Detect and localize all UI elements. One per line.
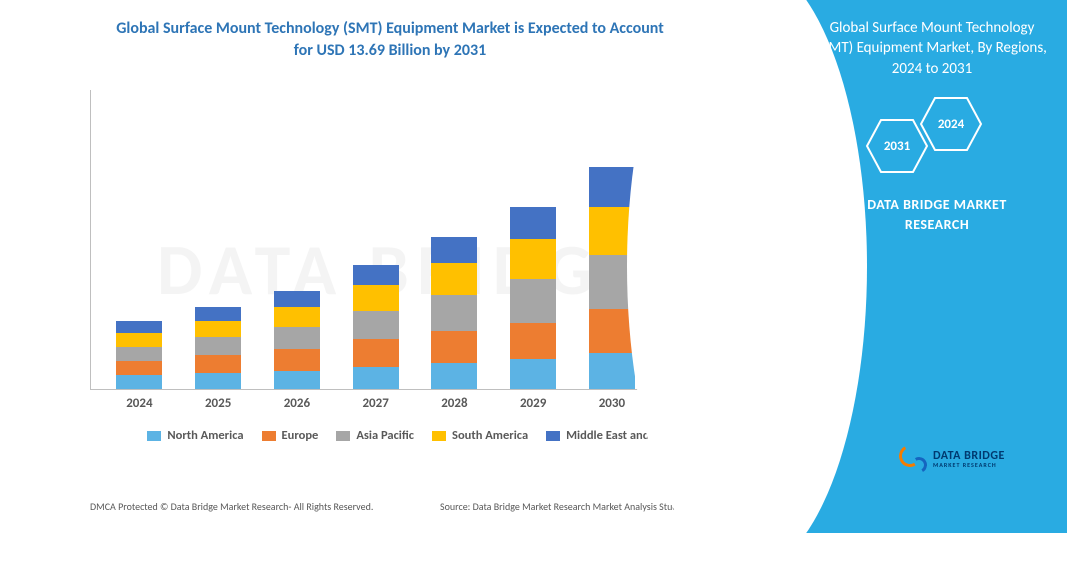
bar-segment (510, 239, 556, 279)
bar-column (274, 291, 320, 389)
bar-segment (116, 321, 162, 333)
x-tick-label: 2030 (589, 396, 635, 411)
x-tick-label: 2029 (510, 396, 556, 411)
legend-swatch-icon (262, 431, 276, 441)
footnote-source: Source: Data Bridge Market Research Mark… (440, 500, 705, 513)
bar-segment (353, 339, 399, 367)
bar-segment (274, 371, 320, 389)
bar-segment (195, 355, 241, 373)
bar-segment (195, 307, 241, 321)
bar-segment (431, 237, 477, 263)
bar-column (195, 307, 241, 389)
hexagon-2024-label: 2024 (919, 96, 983, 152)
chart-legend: North America Europe Asia Pacific South Ame… (90, 428, 740, 443)
x-tick-label: 2027 (353, 396, 399, 411)
legend-swatch-icon (336, 431, 350, 441)
brand-label: DATA BRIDGE MARKET RESEARCH (837, 195, 1037, 234)
bar-segment (510, 323, 556, 359)
bar-segment (116, 361, 162, 375)
legend-item: North America (147, 428, 243, 443)
bar-segment (589, 167, 635, 207)
bar-segment (274, 349, 320, 371)
legend-item: South America (432, 428, 528, 443)
footnote-dmca: DMCA Protected © Data Bridge Market Rese… (90, 500, 373, 513)
legend-swatch-icon (147, 431, 161, 441)
bar-segment (353, 367, 399, 389)
bar-segment (353, 265, 399, 285)
bar-segment (510, 279, 556, 323)
bar-segment (353, 285, 399, 311)
x-tick-label: 2028 (431, 396, 477, 411)
legend-label: North America (167, 428, 243, 443)
legend-swatch-icon (432, 431, 446, 441)
bar-segment (195, 373, 241, 389)
bar-segment (510, 207, 556, 239)
bar-segment (431, 263, 477, 295)
bar-column (431, 237, 477, 389)
logo-mark-icon (899, 445, 927, 473)
right-panel-title: Global Surface Mount Technology (SMT) Eq… (817, 18, 1047, 79)
chart-title: Global Surface Mount Technology (SMT) Eq… (110, 18, 670, 61)
legend-item: Asia Pacific (336, 428, 414, 443)
bar-segment (431, 295, 477, 331)
bar-segment (195, 321, 241, 337)
right-panel: Global Surface Mount Technology (SMT) Eq… (747, 0, 1067, 533)
bar-segment (274, 327, 320, 349)
legend-item: Europe (262, 428, 319, 443)
logo-text-sub: MARKET RESEARCH (933, 462, 1005, 468)
bar-column (510, 207, 556, 389)
logo-text: DATA BRIDGE MARKET RESEARCH (933, 450, 1005, 468)
legend-label: Asia Pacific (356, 428, 414, 443)
hexagon-2024: 2024 (919, 96, 983, 152)
legend-label: South America (452, 428, 528, 443)
bar-segment (195, 337, 241, 355)
x-tick-label: 2026 (274, 396, 320, 411)
bar-segment (431, 331, 477, 363)
bar-segment (116, 375, 162, 389)
x-tick-label: 2024 (116, 396, 162, 411)
bar-segment (274, 307, 320, 327)
bar-column (353, 265, 399, 389)
legend-swatch-icon (546, 431, 560, 441)
bar-segment (431, 363, 477, 389)
bar-segment (353, 311, 399, 339)
bar-segment (589, 353, 635, 389)
x-tick-label: 2025 (195, 396, 241, 411)
bar-segment (116, 347, 162, 361)
brand-logo: DATA BRIDGE MARKET RESEARCH (899, 445, 1039, 473)
bar-column (116, 321, 162, 389)
bar-segment (116, 333, 162, 347)
legend-label: Europe (282, 428, 319, 443)
bar-segment (274, 291, 320, 307)
bar-segment (510, 359, 556, 389)
